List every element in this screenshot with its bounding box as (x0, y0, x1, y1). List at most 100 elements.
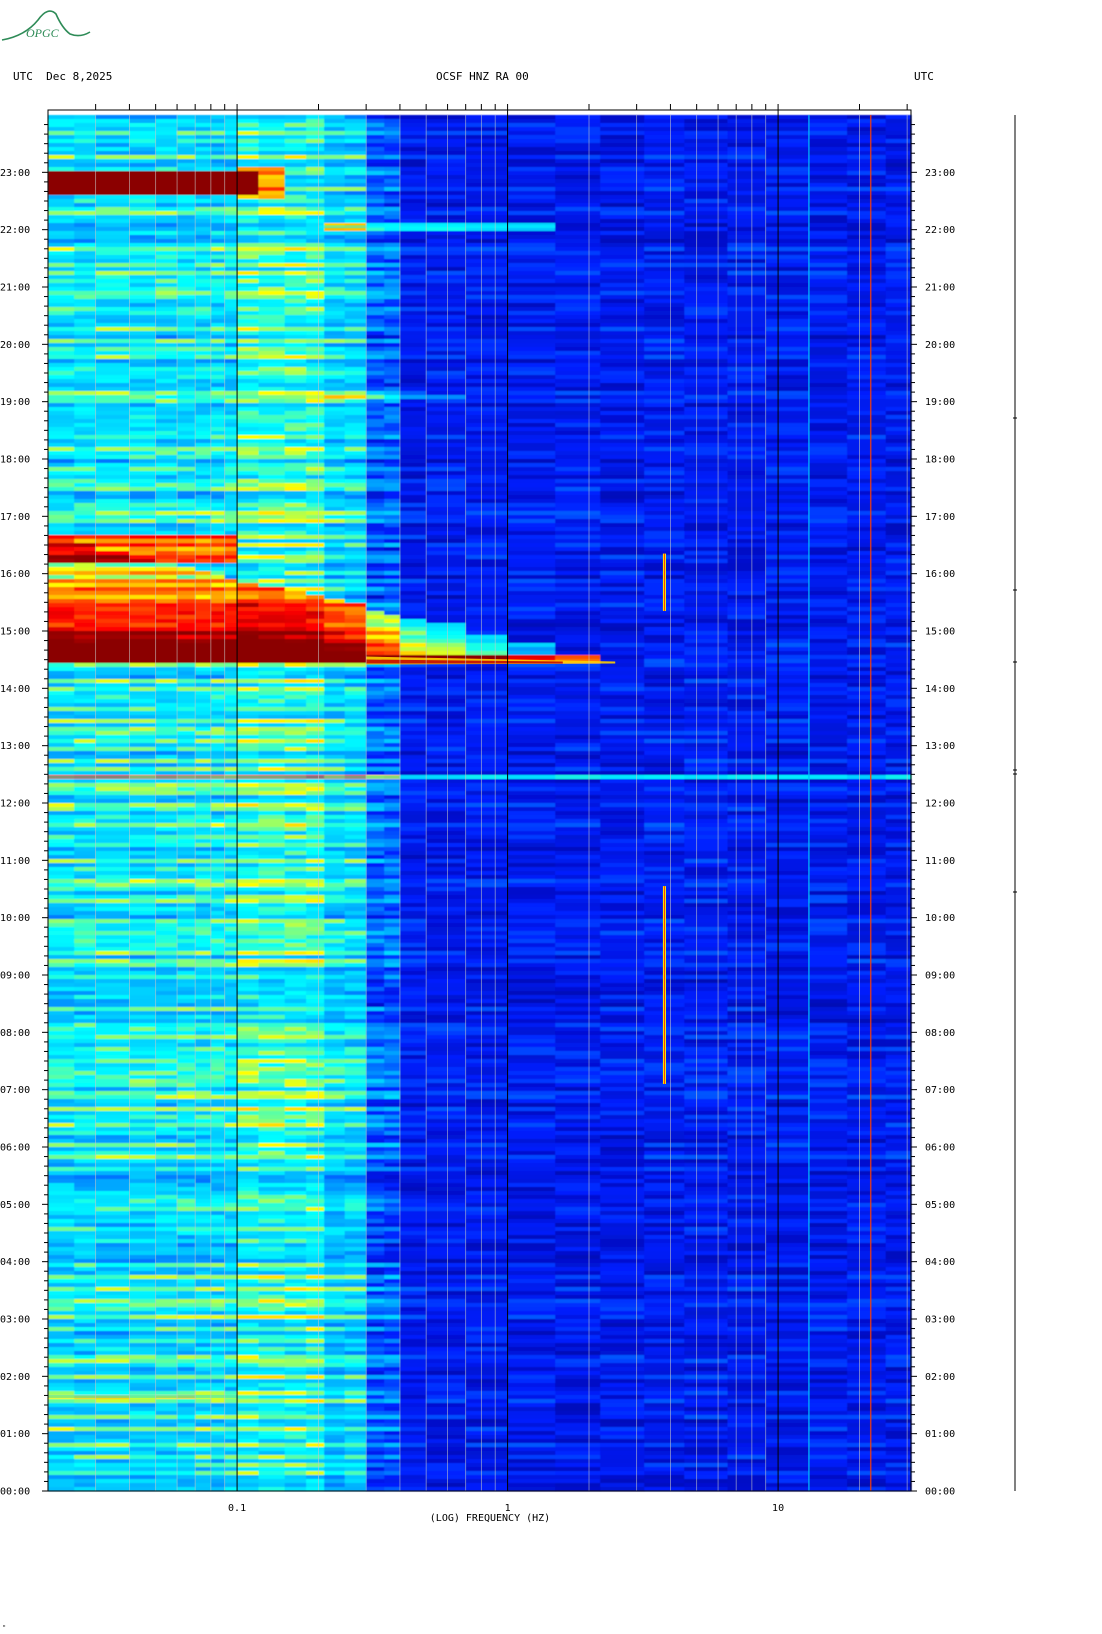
heat-cell (765, 167, 810, 172)
heat-cell (324, 631, 346, 636)
heat-cell (644, 675, 685, 680)
heat-cell (237, 263, 260, 268)
heat-cell (507, 731, 556, 736)
heat-cell (399, 755, 427, 760)
heat-cell (847, 423, 887, 428)
heat-cell (177, 527, 196, 532)
heat-cell (384, 383, 401, 388)
heat-cell (324, 295, 346, 300)
heat-cell (426, 279, 467, 284)
heat-cell (644, 451, 685, 456)
heat-cell (177, 699, 196, 704)
heat-cell (885, 259, 912, 264)
heat-cell (74, 499, 97, 504)
heat-cell (195, 779, 212, 784)
heat-cell (237, 379, 260, 384)
heat-cell (74, 403, 97, 408)
heat-cell (465, 415, 509, 420)
heat-cell (74, 727, 97, 732)
heat-cell (644, 655, 685, 660)
heat-cell (885, 315, 912, 320)
heat-cell (344, 207, 367, 212)
heat-cell (48, 423, 75, 428)
heat-cell (210, 587, 226, 592)
heat-cell (727, 131, 767, 136)
heat-cell (885, 343, 912, 348)
heat-cell (426, 535, 467, 540)
heat-cell (324, 207, 346, 212)
heat-cell (727, 271, 767, 276)
heat-cell (95, 367, 130, 372)
heat-cell (366, 527, 385, 532)
heat-cell (210, 355, 226, 360)
heat-cell (555, 539, 601, 544)
heat-cell (366, 743, 385, 748)
heat-cell (224, 259, 238, 264)
heat-cell (384, 595, 401, 600)
heat-cell (284, 139, 307, 144)
heat-cell (155, 419, 178, 424)
heat-cell (684, 535, 729, 540)
heat-cell (399, 575, 427, 580)
heat-cell (555, 163, 601, 168)
heat-cell (426, 311, 467, 316)
heat-cell (344, 319, 367, 324)
heat-cell (210, 731, 226, 736)
heat-cell (727, 527, 767, 532)
heat-cell (808, 479, 848, 484)
heat-cell (847, 231, 887, 236)
heat-cell (600, 155, 645, 160)
heat-cell (129, 539, 157, 544)
heat-cell (95, 327, 130, 332)
heat-cell (808, 419, 848, 424)
heat-cell (155, 167, 178, 172)
heat-cell (847, 371, 887, 376)
heat-cell (48, 743, 75, 748)
heat-cell (155, 739, 178, 744)
heat-cell (465, 351, 509, 356)
heat-cell (155, 643, 178, 648)
heat-cell (426, 191, 467, 196)
heat-cell (465, 159, 509, 164)
heat-cell (155, 571, 178, 576)
heat-cell (95, 535, 130, 540)
heat-cell (366, 571, 385, 576)
heat-cell (465, 347, 509, 352)
heat-cell (48, 683, 75, 688)
heat-cell (366, 235, 385, 240)
heat-cell (727, 595, 767, 600)
heat-cell (344, 711, 367, 716)
heat-cell (344, 427, 367, 432)
heat-cell (426, 719, 467, 724)
heat-cell (465, 567, 509, 572)
heat-cell (765, 635, 810, 640)
heat-cell (237, 115, 260, 120)
heat-cell (258, 539, 286, 544)
heat-cell (399, 487, 427, 492)
heat-cell (644, 311, 685, 316)
heat-cell (306, 311, 325, 316)
heat-cell (399, 231, 427, 236)
heat-cell (507, 551, 556, 556)
heat-cell (465, 203, 509, 208)
heat-cell (600, 203, 645, 208)
heat-cell (195, 403, 212, 408)
heat-cell (129, 223, 157, 228)
heat-cell (366, 203, 385, 208)
heat-cell (258, 131, 286, 136)
heat-cell (765, 435, 810, 440)
heat-cell (727, 747, 767, 752)
heat-cell (765, 243, 810, 248)
heat-cell (684, 387, 729, 392)
heat-cell (258, 271, 286, 276)
heat-cell (74, 631, 97, 636)
heat-cell (129, 551, 157, 556)
heat-cell (324, 323, 346, 328)
heat-cell (727, 115, 767, 120)
heat-cell (195, 479, 212, 484)
heat-cell (237, 319, 260, 324)
heat-cell (95, 543, 130, 548)
heat-cell (600, 267, 645, 272)
heat-cell (465, 207, 509, 212)
heat-cell (644, 751, 685, 756)
